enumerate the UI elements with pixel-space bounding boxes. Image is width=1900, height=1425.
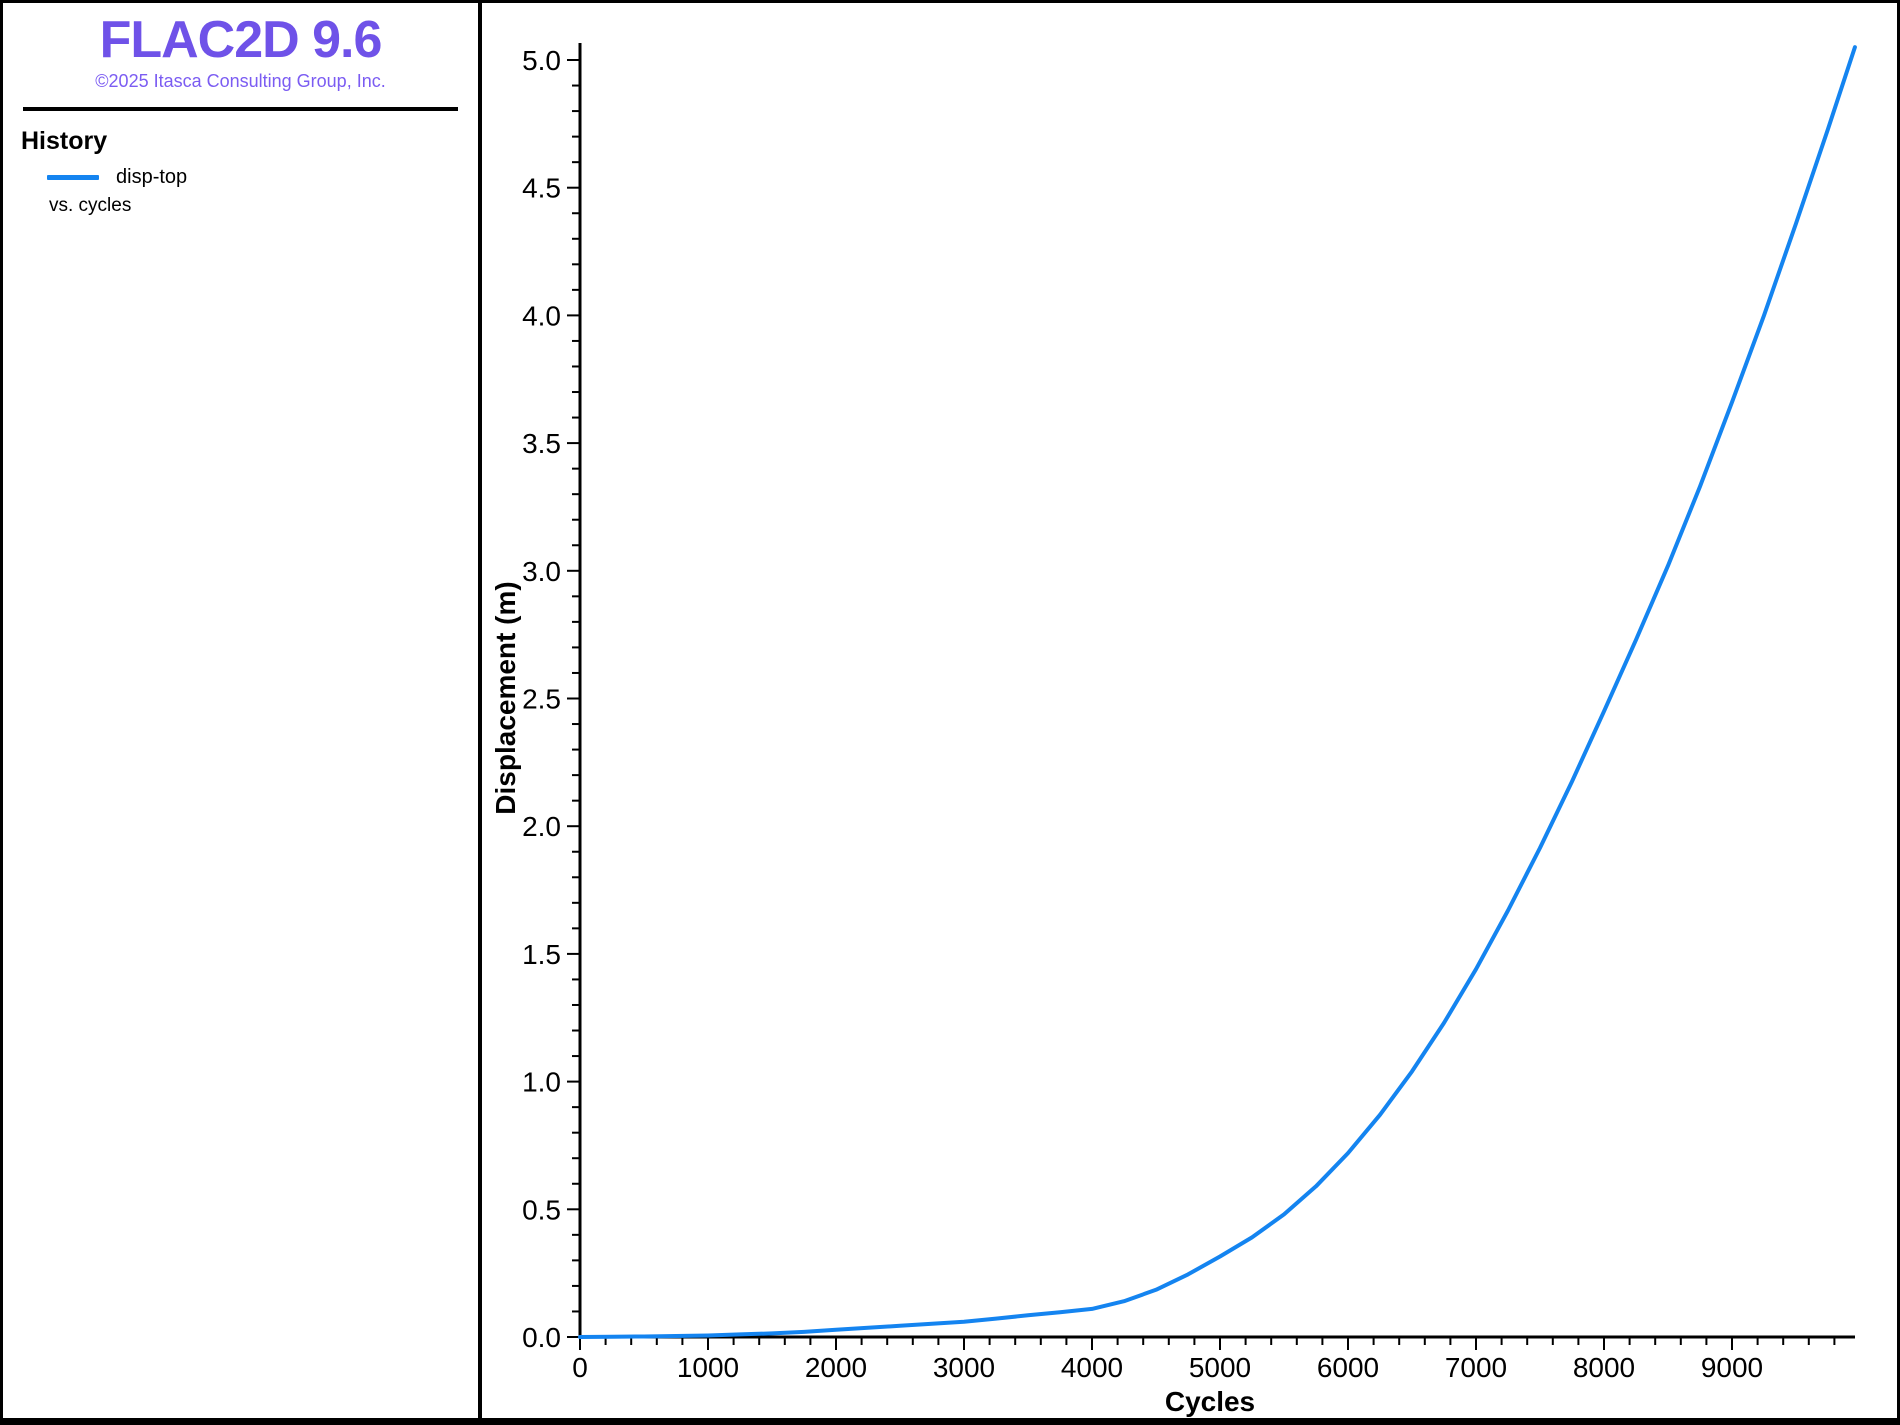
x-tick-label: 4000 (1061, 1352, 1123, 1383)
legend-item: disp-top (47, 166, 478, 189)
displacement-vs-cycles-chart: 0.0 0.5 1.0 1.5 2.0 2.5 3.0 3.5 4.0 4.5 5.0 0 1000 20… (490, 43, 1857, 1417)
legend-subtitle: vs. cycles (49, 194, 132, 216)
x-tick-label: 5000 (1189, 1352, 1251, 1383)
y-tick-label: 0.0 (522, 1322, 561, 1353)
y-tick-label: 0.5 (522, 1194, 561, 1225)
history-title: History (21, 126, 108, 155)
x-tick-label: 8000 (1573, 1352, 1635, 1383)
x-tick-label: 0 (572, 1352, 588, 1383)
app-logo: FLAC2D 9.6 (99, 11, 383, 69)
series-line-disp-top (578, 45, 1857, 1339)
x-tick-label: 9000 (1701, 1352, 1763, 1383)
x-tick-label: 2000 (805, 1352, 867, 1383)
sidebar: FLAC2D 9.6 ©2025 Itasca Consulting Group… (3, 3, 482, 1418)
y-tick-label: 1.5 (522, 939, 561, 970)
y-tick-label: 2.5 (522, 684, 561, 715)
x-axis-title: Cycles (1165, 1386, 1255, 1417)
y-tick-label: 4.5 (522, 173, 561, 204)
y-tick-label: 3.5 (522, 428, 561, 459)
x-tick-label: 1000 (677, 1352, 739, 1383)
copyright-text: ©2025 Itasca Consulting Group, Inc. (95, 70, 386, 91)
legend-label: disp-top (116, 165, 188, 188)
y-tick-label: 1.0 (522, 1067, 561, 1098)
x-tick-label: 6000 (1317, 1352, 1379, 1383)
y-tick-label: 3.0 (522, 556, 561, 587)
y-tick-label: 4.0 (522, 300, 561, 331)
y-axis-title: Displacement (m) (490, 581, 521, 814)
y-tick-label: 5.0 (522, 45, 561, 76)
x-tick-label: 3000 (933, 1352, 995, 1383)
legend-line-swatch (47, 174, 99, 180)
x-tick-label: 7000 (1445, 1352, 1507, 1383)
sidebar-divider-rule (23, 106, 458, 111)
y-tick-label: 2.0 (522, 811, 561, 842)
